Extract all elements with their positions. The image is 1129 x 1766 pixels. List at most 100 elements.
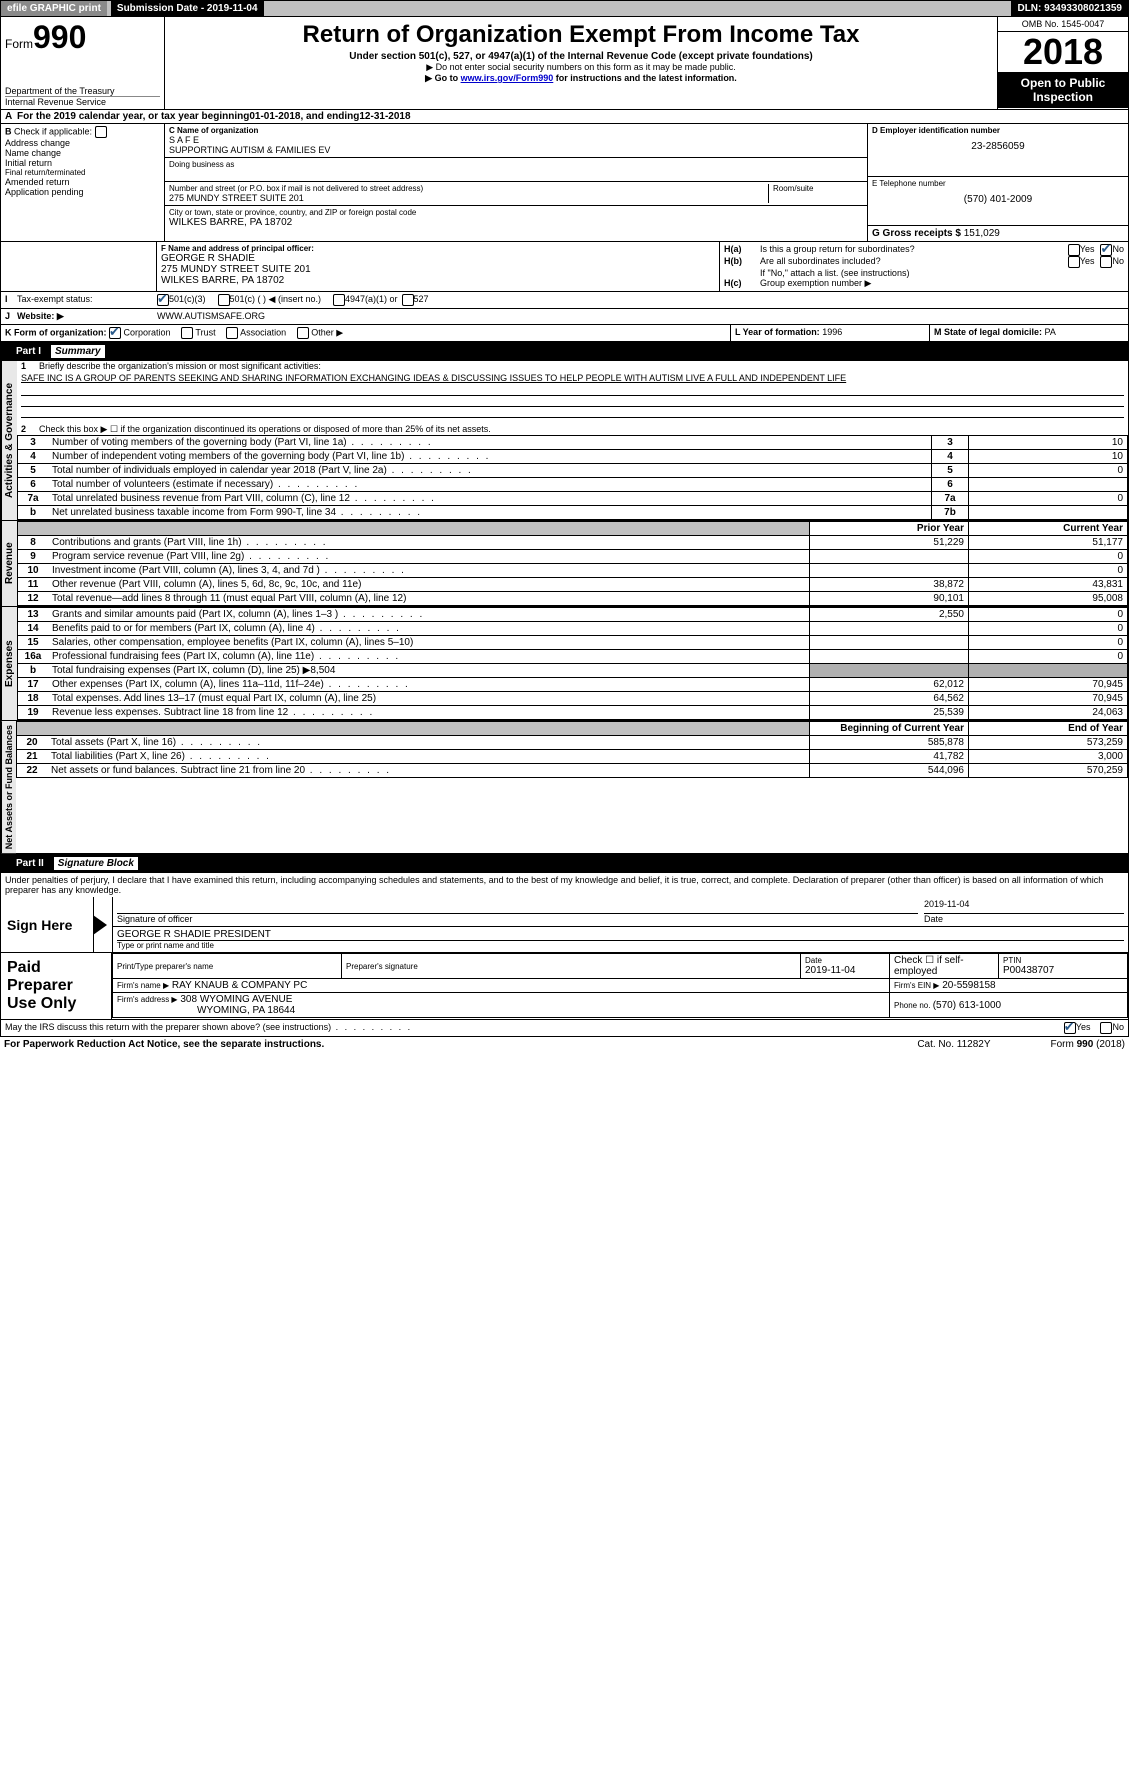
l12-py: 90,101 (810, 592, 969, 606)
city: WILKES BARRE, PA 18702 (169, 217, 863, 228)
cb-b[interactable] (95, 126, 107, 138)
ha-no-cb[interactable] (1100, 244, 1112, 256)
col-prior: Prior Year (810, 522, 969, 536)
i-501c3-cb[interactable] (157, 294, 169, 306)
year-formation: 1996 (822, 327, 842, 337)
pp-ptin-label: PTIN (1003, 956, 1123, 965)
l16a-label: Professional fundraising fees (Part IX, … (52, 651, 400, 662)
discuss-no-cb[interactable] (1100, 1022, 1112, 1034)
i-4947-cb[interactable] (333, 294, 345, 306)
l7b-val (969, 506, 1128, 520)
m-label: M State of legal domicile: (934, 327, 1045, 337)
open-inspection: Open to Public Inspection (998, 72, 1128, 108)
l16a-py (810, 650, 969, 664)
footer-mid: Cat. No. 11282Y (917, 1039, 990, 1050)
street-label: Number and street (or P.O. box if mail i… (169, 184, 768, 193)
section-b: B Check if applicable: Address change Na… (1, 124, 165, 241)
b-name-change: Name change (5, 148, 160, 158)
ha-yes-cb[interactable] (1068, 244, 1080, 256)
firm-name-label: Firm's name ▶ (117, 981, 169, 990)
c-name-label: C Name of organization (169, 126, 863, 135)
k-corp: Corporation (124, 327, 171, 337)
i-4947: 4947(a)(1) or (345, 294, 398, 306)
goto-pre: ▶ Go to (425, 73, 460, 83)
hb-no: No (1112, 256, 1124, 268)
i-527-cb[interactable] (402, 294, 414, 306)
l7b-box: 7b (932, 506, 969, 520)
sig-name-label: Type or print name and title (117, 941, 1124, 950)
i-501c3: 501(c)(3) (169, 294, 206, 306)
expenses-block: Expenses 13Grants and similar amounts pa… (0, 606, 1129, 720)
l16b-label: Total fundraising expenses (Part IX, col… (52, 665, 335, 676)
section-i: I Tax-exempt status: 501(c)(3) 501(c) ( … (0, 292, 1129, 309)
dept-treasury: Department of the Treasury (5, 86, 160, 96)
sign-here-label: Sign Here (1, 897, 94, 952)
sig-date-label: Date (924, 914, 1124, 924)
hb-no-cb[interactable] (1100, 256, 1112, 268)
part-ii-title: Signature Block (54, 857, 138, 870)
section-j: J Website: ▶ WWW.AUTISMSAFE.ORG (0, 309, 1129, 325)
l9-py (810, 550, 969, 564)
l22-b: 544,096 (810, 764, 969, 778)
l5-val: 0 (969, 464, 1128, 478)
sign-here-block: Sign Here Signature of officer 2019-11-0… (0, 897, 1129, 953)
l18-cy: 70,945 (969, 692, 1128, 706)
hb-yes: Yes (1080, 256, 1095, 268)
l20-label: Total assets (Part X, line 16) (51, 737, 262, 748)
j-label: Website: ▶ (17, 311, 157, 322)
l14-label: Benefits paid to or for members (Part IX… (52, 623, 401, 634)
l13-cy: 0 (969, 608, 1128, 622)
a-pre: For the 2019 calendar year, or tax year … (17, 111, 249, 122)
i-501c-cb[interactable] (218, 294, 230, 306)
l11-label: Other revenue (Part VIII, column (A), li… (52, 579, 361, 590)
form-number: Form990 (5, 19, 160, 56)
irs: Internal Revenue Service (5, 96, 160, 107)
footer-right: Form 990 (2018) (1051, 1039, 1125, 1050)
a-end: 12-31-2018 (359, 111, 410, 122)
side-revenue: Revenue (1, 521, 17, 606)
k-label: K Form of organization: (5, 327, 107, 337)
l4-box: 4 (932, 450, 969, 464)
telephone: (570) 401-2009 (872, 194, 1124, 205)
k-trust-cb[interactable] (181, 327, 193, 339)
k-other-cb[interactable] (297, 327, 309, 339)
l3-val: 10 (969, 436, 1128, 450)
l18-label: Total expenses. Add lines 13–17 (must eq… (52, 693, 376, 704)
l13-label: Grants and similar amounts paid (Part IX… (52, 609, 424, 620)
hb-yes-cb[interactable] (1068, 256, 1080, 268)
form-title: Return of Organization Exempt From Incom… (169, 21, 993, 49)
activities-governance: Activities & Governance 1Briefly describ… (0, 361, 1129, 520)
sig-name: GEORGE R SHADIE PRESIDENT (117, 929, 1124, 941)
k-corp-cb[interactable] (109, 327, 121, 339)
discuss-yes-cb[interactable] (1064, 1022, 1076, 1034)
firm-addr2: WYOMING, PA 18644 (117, 1005, 295, 1016)
l16b-cy (969, 664, 1128, 678)
goto-note: ▶ Go to www.irs.gov/Form990 for instruct… (169, 73, 993, 84)
form-prefix: Form (5, 37, 33, 51)
l13-py: 2,550 (810, 608, 969, 622)
officer-addr2: WILKES BARRE, PA 18702 (161, 275, 715, 286)
ein: 23-2856059 (872, 141, 1124, 152)
submission-date: Submission Date - 2019-11-04 (111, 1, 264, 16)
ha-yes: Yes (1080, 244, 1095, 256)
top-bar: efile GRAPHIC print Submission Date - 20… (0, 0, 1129, 17)
net-assets-block: Net Assets or Fund Balances Beginning of… (0, 720, 1129, 854)
efile-label: efile GRAPHIC print (1, 1, 107, 16)
k-trust: Trust (195, 327, 215, 337)
l15-cy: 0 (969, 636, 1128, 650)
part-i-header: Part I Summary (0, 342, 1129, 361)
entity-block: B Check if applicable: Address change Na… (0, 124, 1129, 242)
room-label: Room/suite (768, 184, 863, 203)
l15-py (810, 636, 969, 650)
k-assoc-cb[interactable] (226, 327, 238, 339)
discuss-yes: Yes (1076, 1022, 1091, 1034)
section-c: C Name of organization S A F E SUPPORTIN… (165, 124, 867, 241)
l14-cy: 0 (969, 622, 1128, 636)
irs-link[interactable]: www.irs.gov/Form990 (461, 73, 554, 83)
col-begin: Beginning of Current Year (810, 722, 969, 736)
side-expenses: Expenses (1, 607, 17, 720)
firm-ein-label: Firm's EIN ▶ (894, 981, 939, 990)
b-initial: Initial return (5, 158, 160, 168)
pp-date: 2019-11-04 (805, 965, 885, 976)
l3-box: 3 (932, 436, 969, 450)
